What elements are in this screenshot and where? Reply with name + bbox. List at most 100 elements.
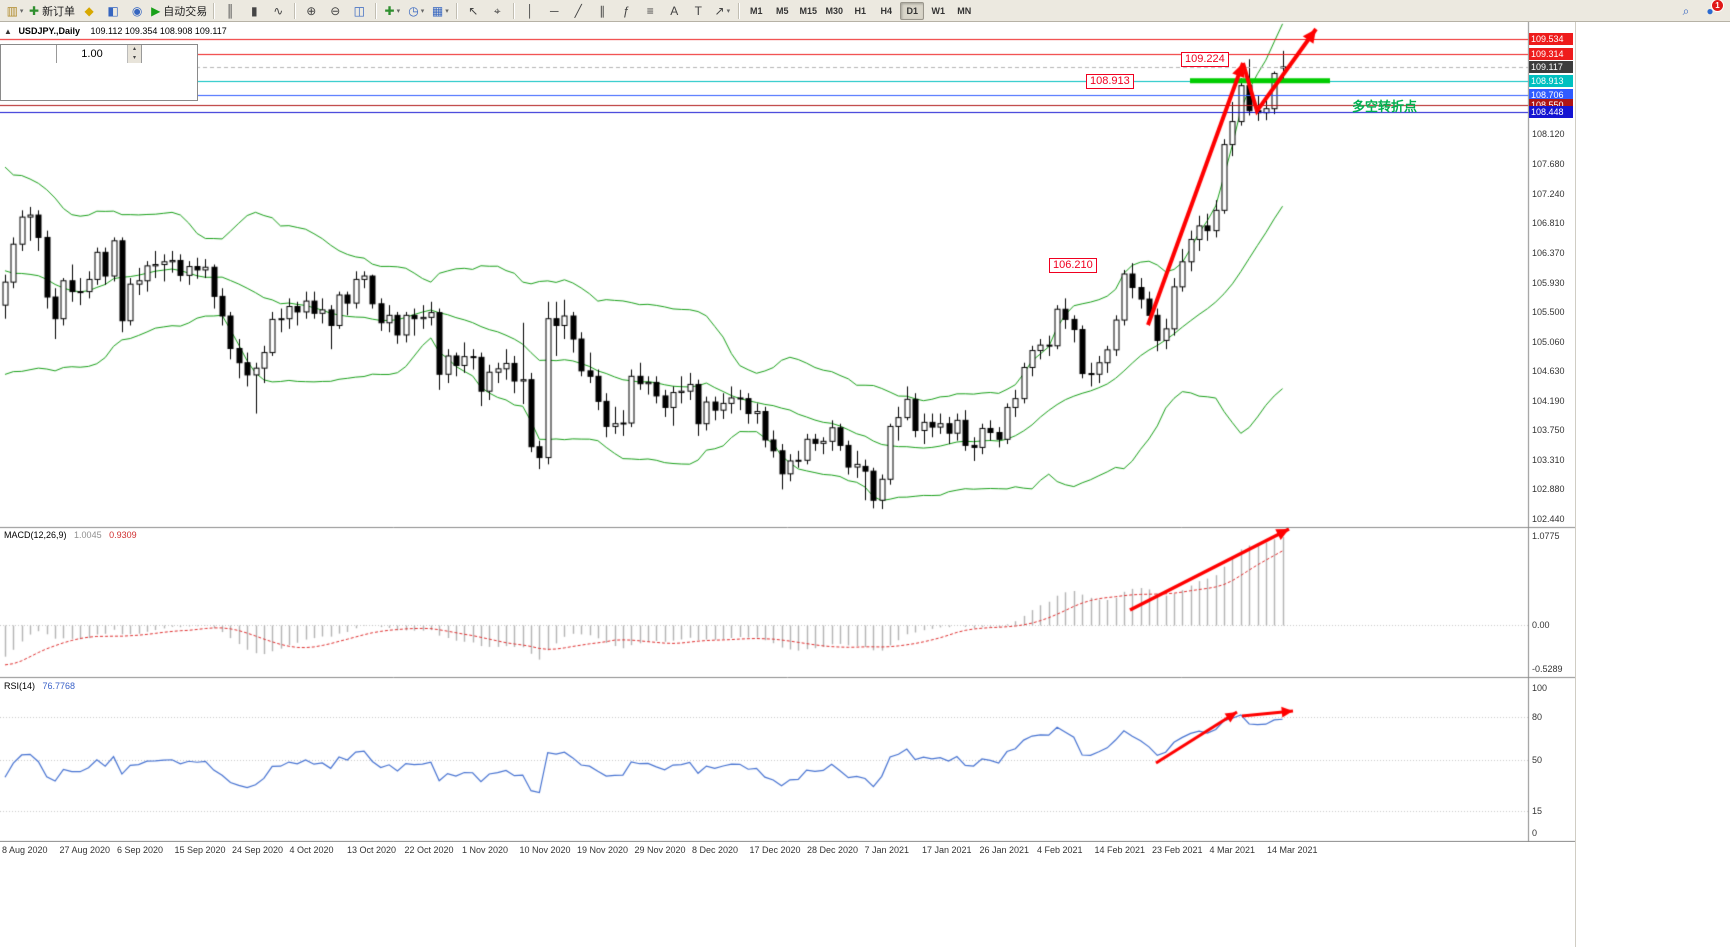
price-annotation[interactable]: 108.913	[1086, 74, 1134, 89]
price-annotation[interactable]: 106.210	[1049, 258, 1097, 273]
new-chart-button[interactable]: ▥ ▾	[4, 0, 26, 22]
rsi-value: 76.7768	[42, 681, 76, 691]
data-window-button[interactable]: ◧	[102, 0, 124, 22]
time-tick-label: 8 Aug 2020	[2, 845, 48, 855]
toolbar-separator	[375, 2, 377, 19]
zoom-out-button[interactable]: ⊖	[324, 0, 346, 22]
zoom-in-button[interactable]: ⊕	[300, 0, 322, 22]
fibonacci-button[interactable]: ƒ	[615, 0, 637, 22]
tf-w1-button[interactable]: W1	[926, 2, 950, 20]
time-tick-label: 26 Jan 2021	[979, 845, 1030, 855]
vertical-line-icon: │	[526, 3, 535, 18]
tf-m15-button[interactable]: M15	[796, 2, 820, 20]
trendline-button[interactable]: ╱	[567, 0, 589, 22]
templates-button[interactable]: ▦ ▾	[429, 0, 451, 22]
macd-tick-label: -0.5289	[1532, 663, 1563, 674]
one-click-toggle-icon[interactable]: ▲	[4, 27, 12, 36]
arrows-icon: ↗	[714, 3, 725, 18]
periods-button[interactable]: ◷ ▾	[405, 0, 427, 22]
time-tick-label: 27 Aug 2020	[59, 845, 111, 855]
search-button[interactable]: ⌕	[1675, 0, 1697, 22]
vertical-line-button[interactable]: │	[519, 0, 541, 22]
autotrading-button[interactable]: ▶ 自动交易	[150, 0, 208, 22]
tf-h4-button[interactable]: H4	[874, 2, 898, 20]
toolbar-separator	[738, 2, 740, 19]
toolbar-separator	[456, 2, 458, 19]
price-tag: 109.534	[1529, 32, 1573, 45]
price-tick-label: 105.060	[1532, 336, 1565, 347]
tf-h1-button[interactable]: H1	[848, 2, 872, 20]
templates-icon: ▦	[431, 3, 444, 18]
tf-m1-label: M1	[750, 5, 763, 16]
price-tick-label: 103.310	[1532, 455, 1565, 466]
indicators-caret-icon: ▾	[396, 7, 401, 15]
tf-m5-label: M5	[776, 5, 789, 16]
periods-caret-icon: ▾	[420, 7, 425, 15]
text-label-button[interactable]: T	[687, 0, 709, 22]
market-watch-icon: ◆	[84, 3, 94, 18]
price-chart-canvas[interactable]	[0, 22, 1575, 842]
buy-price-button[interactable]: 109 13 5	[100, 63, 197, 100]
text-button[interactable]: A	[663, 0, 685, 22]
rsi-tick-label: 50	[1532, 755, 1543, 766]
rsi-tick-label: 100	[1532, 683, 1548, 694]
community-button[interactable]: ● 1	[1699, 0, 1724, 22]
candlestick-chart-button[interactable]: ▮	[243, 0, 265, 22]
navigator-button[interactable]: ◉	[126, 0, 148, 22]
price-tick-label: 106.810	[1532, 218, 1565, 229]
search-icon: ⌕	[1682, 3, 1690, 18]
crosshair-button[interactable]: ⌖	[486, 0, 508, 22]
fibonacci-icon: ƒ	[622, 3, 630, 18]
time-tick-label: 4 Oct 2020	[289, 845, 334, 855]
price-tick-label: 108.120	[1532, 129, 1565, 140]
rsi-label: RSI(14) 76.7768	[4, 681, 75, 691]
tf-d1-button[interactable]: D1	[900, 1, 925, 20]
line-chart-button[interactable]: ∿	[267, 0, 289, 22]
tf-h1-label: H1	[854, 5, 867, 16]
zoom-in-icon: ⊕	[306, 3, 317, 18]
chart-window-edge	[1575, 22, 1576, 947]
equidistant-channel-button[interactable]: ∥	[591, 0, 613, 22]
bar-chart-button[interactable]: ║	[219, 0, 241, 22]
trendline-icon: ╱	[574, 3, 582, 18]
buy-price-figure: 109	[120, 81, 138, 92]
arrows-button[interactable]: ↗ ▾	[711, 0, 733, 22]
sell-button[interactable]: SELL	[15, 48, 42, 60]
price-tag: 108.913	[1529, 74, 1573, 87]
cursor-button[interactable]: ↖	[462, 0, 484, 22]
tf-m5-button[interactable]: M5	[770, 2, 794, 20]
symbol-title: USDJPY.,Daily	[18, 26, 80, 36]
tile-windows-button[interactable]: ◫	[348, 0, 370, 22]
buy-button[interactable]: BUY	[158, 48, 181, 60]
sell-price-button[interactable]: 109 11 7	[1, 63, 98, 100]
toolbar-separator	[294, 2, 296, 19]
volume-input[interactable]	[57, 45, 127, 63]
volume-down-button[interactable]: ▾	[128, 54, 141, 63]
tf-m1-button[interactable]: M1	[744, 2, 768, 20]
autotrading-icon: ▶	[151, 3, 161, 18]
price-annotation[interactable]: 109.224	[1181, 52, 1229, 67]
indicators-button[interactable]: ✚ ▾	[381, 0, 403, 22]
price-tag: 108.706	[1529, 88, 1573, 101]
gann-grid-button[interactable]: ≡	[639, 0, 661, 22]
crosshair-icon: ⌖	[493, 3, 501, 18]
time-tick-label: 29 Nov 2020	[634, 845, 686, 855]
time-tick-label: 28 Dec 2020	[807, 845, 859, 855]
text-label-icon: T	[694, 3, 702, 18]
horizontal-line-button[interactable]: ─	[543, 0, 565, 22]
price-tick-label: 107.680	[1532, 159, 1565, 170]
volume-up-button[interactable]: ▴	[128, 45, 141, 54]
rsi-tick-label: 15	[1532, 806, 1543, 817]
tile-windows-icon: ◫	[353, 3, 365, 18]
rsi-tick-label: 0	[1532, 827, 1538, 838]
note-annotation[interactable]: 多空转折点	[1352, 99, 1418, 114]
toolbar: ▥ ▾ ✚ 新订单 ◆ ◧ ◉ ▶ 自动交易 ║ ▮ ∿ ⊕ ⊖ ◫ ✚ ▾ ◷ ▾ ▦ ▾ ↖ ⌖ │ ─ ╱ ∥ ƒ ≡ A T ↗ ▾ M1…	[0, 0, 1730, 22]
time-tick-label: 14 Feb 2021	[1094, 845, 1146, 855]
cursor-icon: ↖	[468, 3, 479, 18]
tf-mn-button[interactable]: MN	[952, 2, 976, 20]
market-watch-button[interactable]: ◆	[78, 0, 100, 22]
new-chart-icon: ▥	[6, 3, 18, 18]
tf-m30-button[interactable]: M30	[822, 2, 846, 20]
new-order-button[interactable]: ✚ 新订单	[28, 0, 76, 22]
